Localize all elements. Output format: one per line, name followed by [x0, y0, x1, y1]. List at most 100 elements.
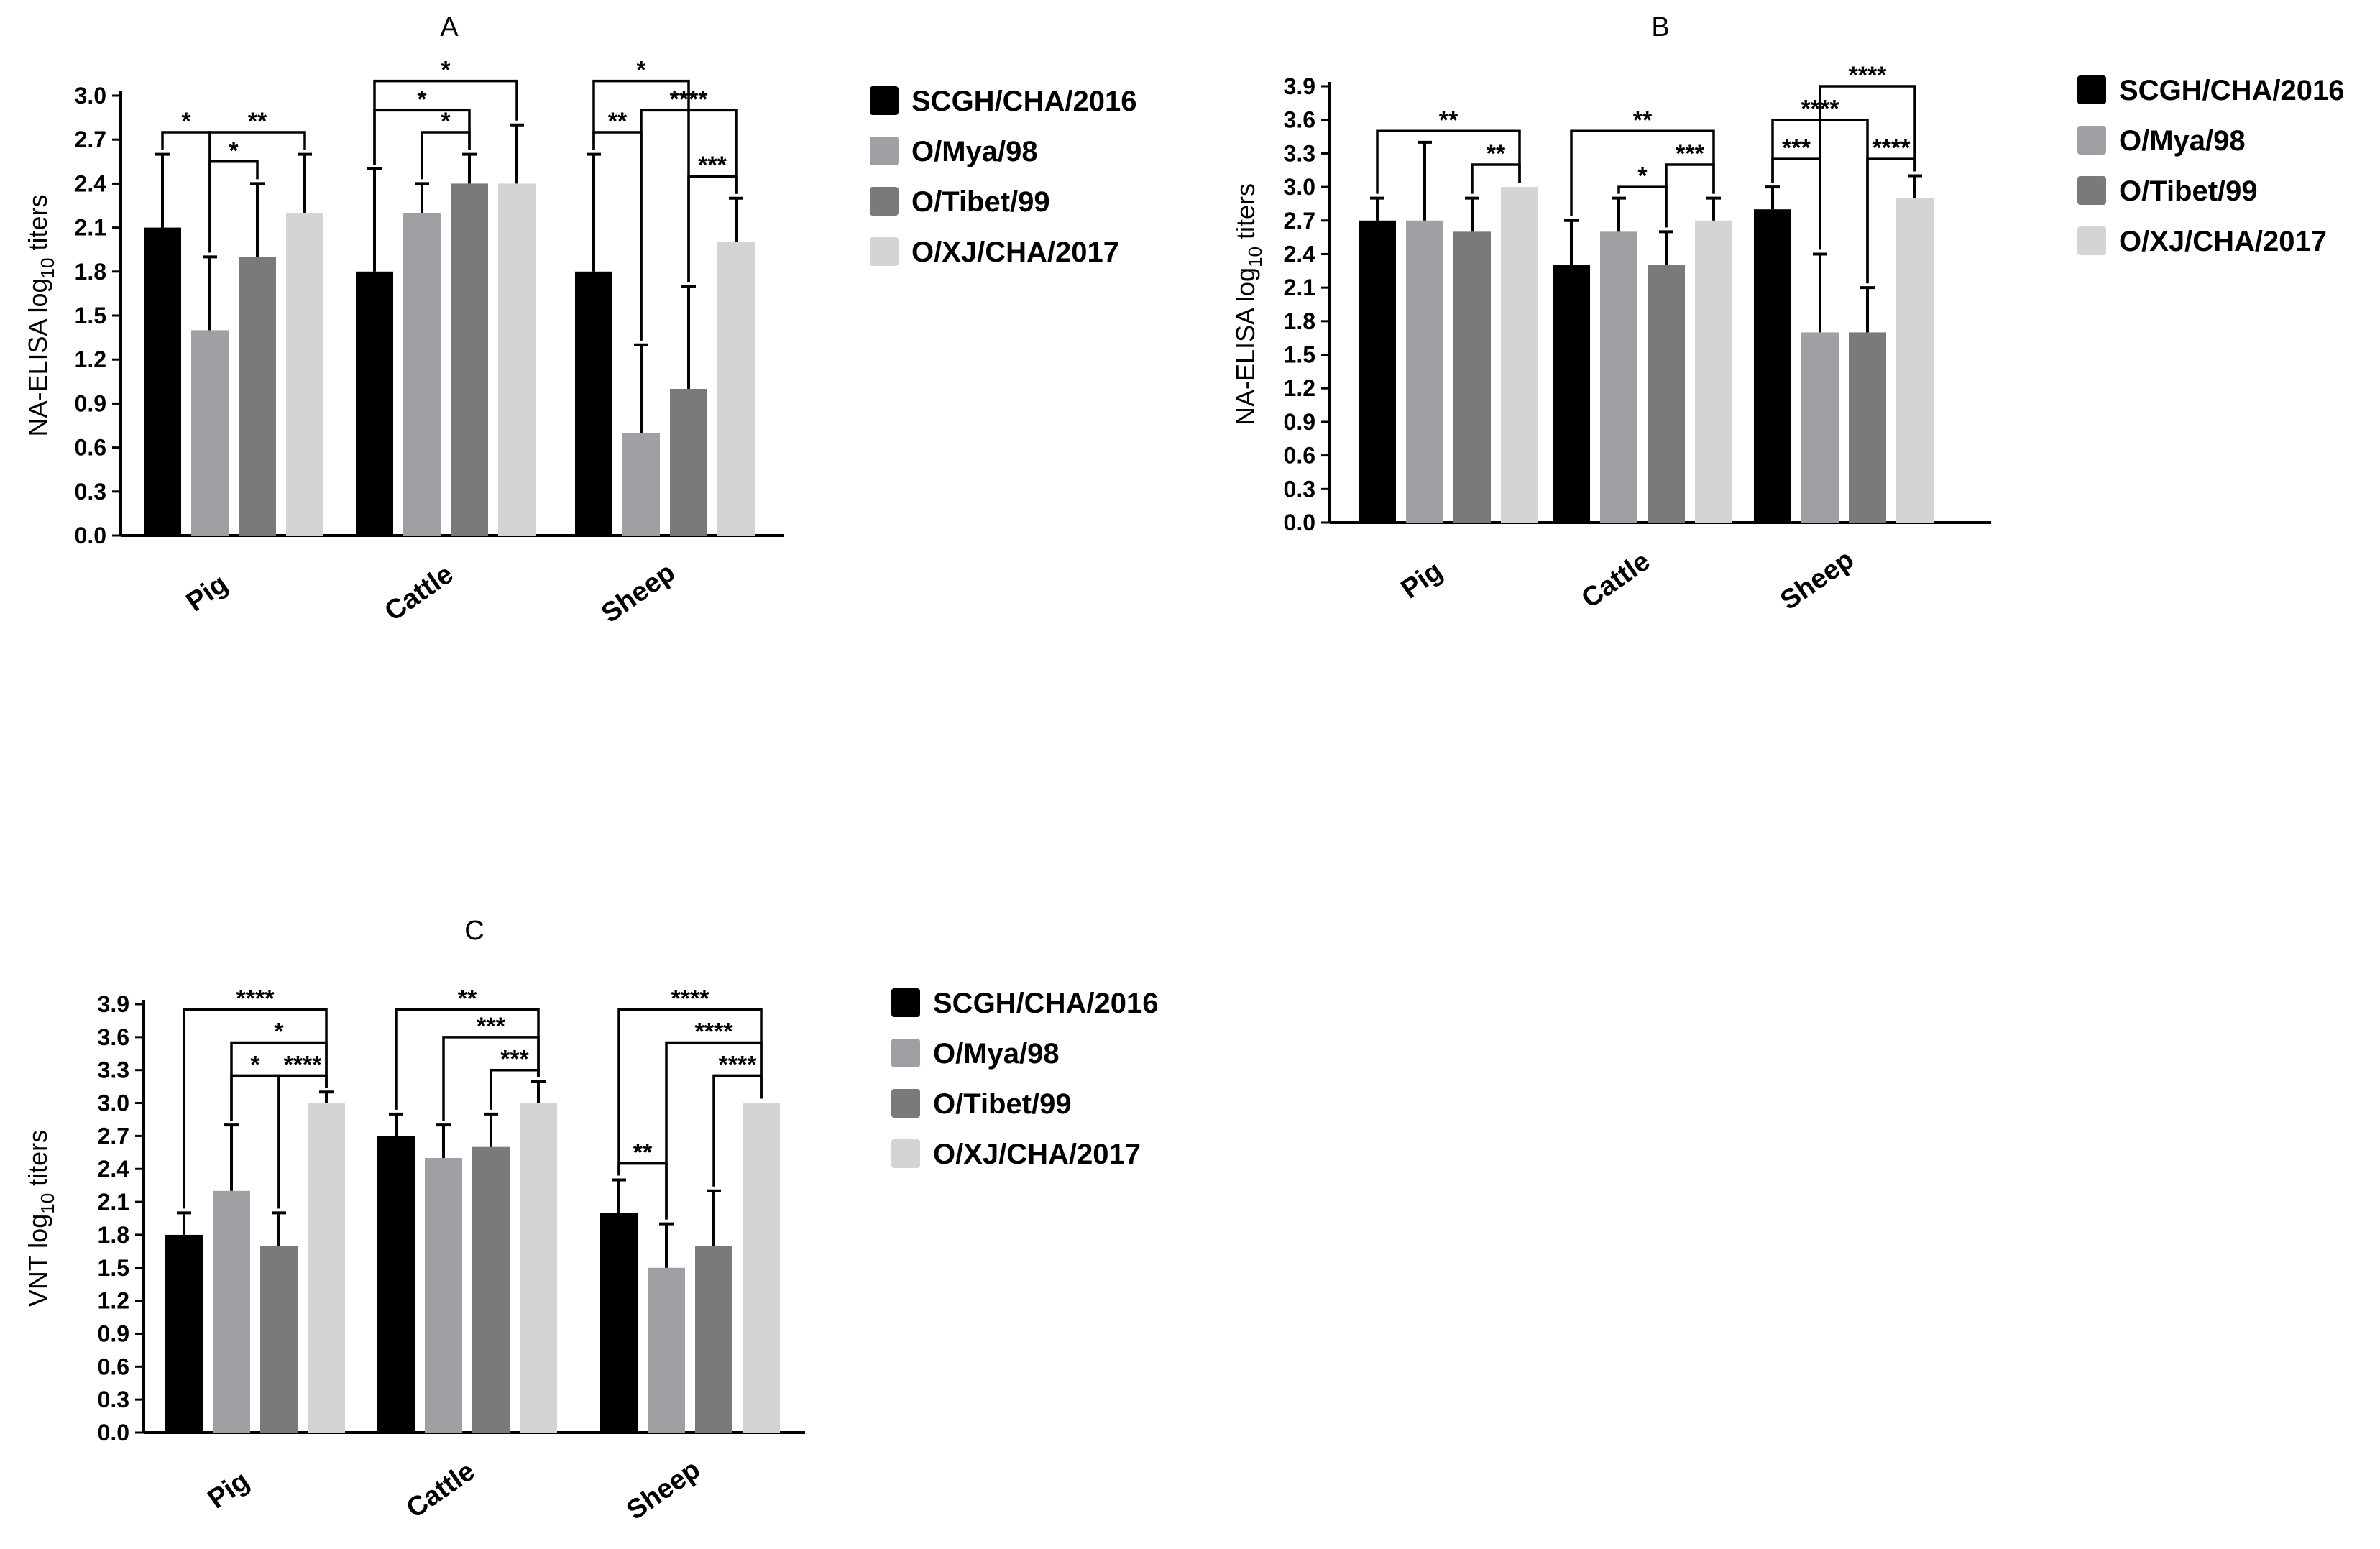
y-tick-label: 3.0 — [98, 1090, 129, 1116]
significance-label: ** — [458, 985, 477, 1013]
bar-pig-4 — [308, 1103, 345, 1433]
significance-label: **** — [1801, 96, 1840, 123]
significance-label: * — [636, 57, 646, 84]
y-tick-label: 1.5 — [75, 303, 106, 328]
significance-label: * — [417, 86, 427, 113]
bar-cattle-2 — [1600, 231, 1637, 523]
significance-label: **** — [671, 985, 710, 1013]
significance-label: * — [441, 57, 451, 84]
category-label: Pig — [181, 569, 234, 617]
bar-sheep-3 — [1849, 332, 1886, 523]
y-tick-label: 2.1 — [1284, 275, 1315, 300]
bar-cattle-1 — [356, 271, 393, 536]
significance-label: *** — [698, 152, 727, 179]
y-tick-label: 3.3 — [1284, 140, 1315, 166]
y-tick-label: 1.5 — [98, 1255, 129, 1281]
y-tick-label: 0.0 — [75, 523, 106, 548]
y-tick-label: 3.0 — [75, 83, 106, 109]
significance-bracket — [1665, 163, 1715, 228]
y-tick-label: 1.5 — [1284, 342, 1315, 368]
significance-bracket — [490, 1068, 540, 1110]
significance-label: ** — [633, 1139, 653, 1167]
legend: SCGH/CHA/2016 O/Mya/98 O/Tibet/99 O/XJ/CHA/… — [870, 86, 1136, 268]
bar-sheep-1 — [575, 271, 612, 536]
category-label: Pig — [203, 1466, 255, 1514]
bar-pig-3 — [1453, 231, 1491, 523]
legend-swatch — [870, 86, 899, 115]
bar-cattle-1 — [1553, 265, 1590, 523]
legend-label: O/Tibet/99 — [933, 1088, 1072, 1120]
y-tick-label: 3.3 — [98, 1057, 129, 1083]
bar-pig-4 — [1501, 187, 1538, 523]
bar-cattle-4 — [1695, 220, 1732, 523]
bar-cattle-3 — [1648, 265, 1685, 523]
legend-label: O/Tibet/99 — [911, 186, 1050, 218]
legend-swatch — [891, 1039, 920, 1067]
significance-label: **** — [695, 1018, 734, 1045]
significance-label: ** — [608, 108, 628, 135]
legend-swatch — [2077, 126, 2106, 155]
significance-bracket — [712, 1074, 763, 1187]
significance-label: ** — [1439, 106, 1458, 134]
bar-sheep-1 — [600, 1213, 638, 1433]
bar-cattle-3 — [451, 183, 488, 536]
significance-bracket — [208, 160, 259, 253]
significance-bracket — [1866, 157, 1916, 284]
bar-cattle-1 — [377, 1136, 415, 1433]
legend-swatch — [891, 1139, 920, 1168]
legend-label: O/XJ/CHA/2017 — [2119, 226, 2327, 257]
bar-pig-2 — [213, 1190, 250, 1433]
bar-sheep-2 — [622, 433, 660, 536]
y-tick-label: 2.7 — [98, 1123, 129, 1149]
y-tick-label: 0.3 — [98, 1387, 129, 1412]
significance-bracket — [230, 1074, 280, 1209]
y-tick-label: 1.8 — [1284, 308, 1315, 334]
y-tick-label: 2.4 — [75, 170, 107, 196]
significance-bracket — [421, 131, 471, 180]
bar-sheep-2 — [1801, 332, 1839, 523]
legend-label: SCGH/CHA/2016 — [933, 988, 1158, 1019]
significance-label: **** — [719, 1051, 758, 1078]
y-tick-label: 0.9 — [98, 1320, 129, 1346]
category-label: Cattle — [380, 559, 459, 628]
y-tick-label: 3.0 — [1284, 174, 1315, 200]
significance-bracket — [208, 131, 306, 253]
significance-label: *** — [477, 1013, 505, 1040]
panel-A: A 0.0 0.3 0.6 0.9 1.2 1.5 1.8 2.1 2.4 2.7 3.0 NA-ELI… — [23, 12, 1136, 629]
legend: SCGH/CHA/2016 O/Mya/98 O/Tibet/99 O/XJ/CHA/… — [2077, 75, 2344, 257]
y-tick-label: 0.3 — [1284, 476, 1315, 502]
category-label: Cattle — [1576, 546, 1656, 615]
significance-bracket — [373, 109, 471, 165]
bar-pig-3 — [260, 1246, 298, 1433]
legend-swatch — [870, 237, 899, 266]
y-tick-label: 3.6 — [98, 1024, 129, 1050]
bar-sheep-2 — [648, 1267, 685, 1433]
y-tick-label: 2.7 — [75, 127, 106, 152]
bar-pig-3 — [239, 257, 276, 536]
y-tick-label: 1.2 — [75, 346, 106, 372]
significance-label: * — [441, 108, 451, 135]
bar-pig-1 — [165, 1234, 203, 1433]
legend-swatch — [891, 988, 920, 1017]
y-tick-label: 3.6 — [1284, 107, 1315, 133]
bar-cattle-4 — [520, 1103, 557, 1433]
y-axis-label: VNT log10 titers — [23, 1130, 58, 1307]
significance-label: ** — [1487, 140, 1506, 167]
significance-label: * — [181, 108, 191, 135]
y-tick-label: 1.2 — [98, 1288, 129, 1314]
panel-title: B — [1651, 12, 1669, 42]
significance-label: **** — [1873, 134, 1911, 162]
significance-bracket — [665, 1041, 763, 1220]
significance-bracket — [1570, 129, 1715, 216]
category-label: Sheep — [621, 1454, 706, 1526]
y-tick-label: 3.9 — [1284, 73, 1315, 99]
significance-label: * — [274, 1018, 284, 1045]
legend-label: SCGH/CHA/2016 — [2119, 75, 2344, 106]
legend-label: O/Mya/98 — [933, 1038, 1060, 1070]
y-tick-label: 2.1 — [75, 215, 106, 241]
bar-sheep-4 — [1896, 198, 1934, 523]
significance-bracket — [183, 1008, 328, 1209]
legend-swatch — [870, 137, 899, 165]
bar-pig-1 — [1359, 220, 1396, 523]
